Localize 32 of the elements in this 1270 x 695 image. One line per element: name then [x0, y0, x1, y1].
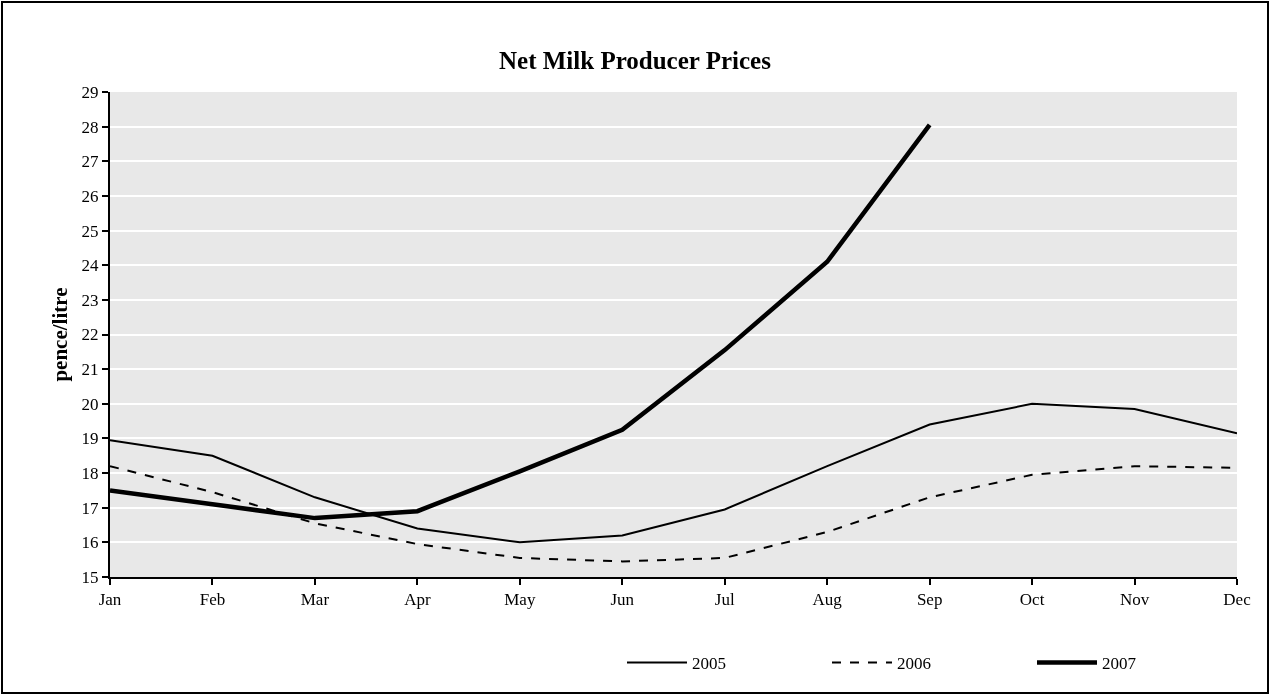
- x-tick-label: Feb: [199, 590, 226, 610]
- y-tick-label: 18: [81, 464, 99, 484]
- legend-label: 2007: [1102, 654, 1137, 674]
- legend-label: 2005: [692, 654, 726, 674]
- y-tick-label: 29: [81, 82, 99, 102]
- y-axis-title: pence/litre: [48, 287, 73, 382]
- y-tick-label: 28: [81, 117, 99, 137]
- x-tick-label: Oct: [1019, 590, 1045, 610]
- x-tick-label: Jan: [98, 590, 122, 610]
- x-tick-label: Nov: [1119, 590, 1150, 610]
- y-tick-label: 16: [81, 533, 99, 553]
- x-tick-label: May: [504, 590, 536, 610]
- x-tick-label: Dec: [1223, 590, 1252, 610]
- legend-label: 2006: [897, 654, 931, 674]
- y-tick-label: 19: [81, 429, 99, 449]
- y-tick-label: 17: [81, 498, 100, 518]
- x-tick-label: Sep: [916, 590, 943, 610]
- chart-title: Net Milk Producer Prices: [499, 46, 772, 74]
- x-tick-label: Jun: [610, 590, 635, 610]
- y-tick-label: 26: [81, 186, 99, 206]
- y-tick-label: 21: [81, 360, 99, 380]
- x-tick-label: Apr: [404, 590, 431, 610]
- x-tick-label: Jul: [714, 590, 735, 610]
- y-tick-label: 23: [81, 290, 99, 310]
- y-tick-label: 25: [81, 221, 99, 241]
- y-tick-label: 27: [81, 152, 100, 172]
- y-tick-label: 22: [81, 325, 99, 345]
- y-tick-label: 15: [81, 567, 99, 587]
- x-tick-label: Mar: [300, 590, 330, 610]
- y-tick-label: 20: [81, 394, 99, 414]
- y-tick-label: 24: [81, 256, 100, 276]
- x-tick-label: Aug: [812, 590, 843, 610]
